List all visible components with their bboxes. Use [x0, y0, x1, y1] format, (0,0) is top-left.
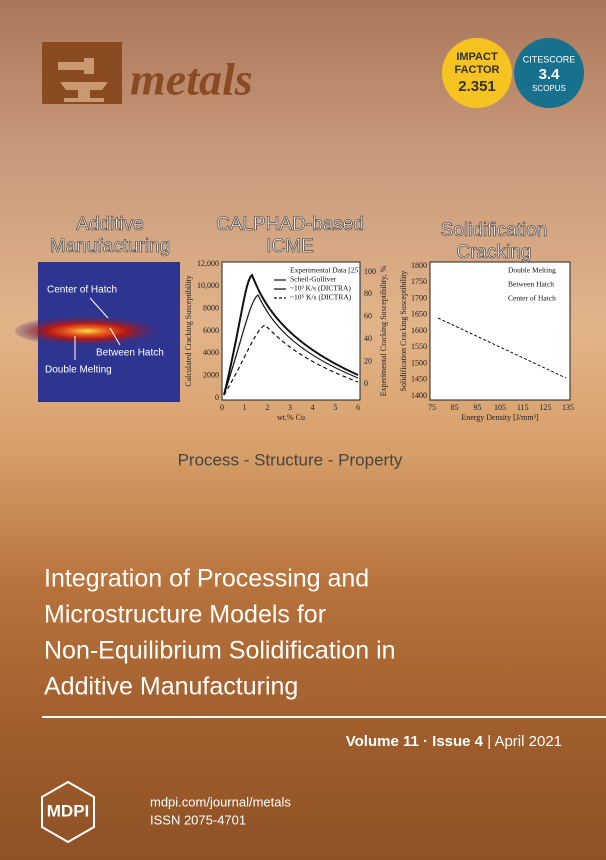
badge-label: IMPACT: [456, 51, 498, 63]
article-title: Non-Equilibrium Solidification in: [44, 637, 396, 665]
y2-tick-label: 80: [364, 289, 372, 298]
plot-frame: [221, 261, 361, 401]
journal-url: mdpi.com/journal/metals: [150, 794, 291, 809]
curve: [223, 324, 359, 396]
legend-label: Scheil-Gulliver: [290, 275, 337, 284]
y-tick-label: 6000: [203, 326, 219, 335]
article-title: Additive Manufacturing: [44, 673, 298, 701]
issn: ISSN 2075-4701: [150, 812, 246, 827]
x-tick-label: 0: [220, 403, 224, 412]
issue-info: Volume 11 · Issue 4 | April 2021: [346, 733, 562, 750]
legend-label: Between Hatch: [508, 280, 554, 289]
axis-label: wt.% Cu: [277, 413, 305, 422]
panel-title: CALPHAD-based: [216, 214, 364, 235]
x-tick-label: 3: [288, 403, 292, 412]
x-tick-label: 125: [539, 403, 551, 412]
y2-tick-label: 100: [364, 267, 376, 276]
legend-label: ~10³ K/s (DICTRA): [290, 284, 351, 293]
y-tick-label: 1600: [411, 326, 427, 335]
x-tick-label: 2: [265, 403, 269, 412]
logo-anvil: [58, 58, 108, 102]
heatmap-label: Center of Hatch: [47, 285, 117, 296]
y-tick-label: 1450: [411, 375, 427, 384]
x-tick-label: 85: [451, 403, 459, 412]
y2-tick-label: 20: [364, 356, 372, 365]
badge-label: CITESCORE: [523, 54, 576, 64]
plot-frame: [429, 261, 571, 401]
heatmap-label: Double Melting: [45, 365, 112, 376]
caption: Process - Structure - Property: [178, 450, 403, 469]
heatmap-label: Between Hatch: [96, 348, 164, 359]
curve: [223, 294, 359, 396]
arrow: [89, 297, 109, 319]
y-tick-label: 2000: [203, 370, 219, 379]
badge-source: SCOPUS: [532, 84, 566, 93]
badge-label: FACTOR: [454, 64, 499, 76]
separator: |: [487, 733, 491, 750]
y-tick-label: 10,000: [197, 281, 219, 290]
x-tick-label: 1: [243, 403, 247, 412]
y2-tick-label: 60: [364, 312, 372, 321]
y-tick-label: 4000: [203, 348, 219, 357]
axis-label: Energy Density [J/mm³]: [461, 413, 539, 422]
citescore-badge: [514, 38, 584, 108]
legend-label: Double Melting: [508, 266, 556, 275]
mdpi-hexagon: [41, 780, 95, 844]
panel-title: Additive: [76, 214, 144, 235]
x-tick-label: 75: [428, 403, 436, 412]
y-tick-label: 1750: [411, 277, 427, 286]
y-tick-label: 1700: [411, 293, 427, 302]
panel-title: ICME: [266, 236, 314, 257]
y-tick-label: 1500: [411, 358, 427, 367]
issue-date: April 2021: [494, 733, 562, 750]
panel-title: Solidification: [441, 220, 548, 241]
curve: [223, 273, 359, 396]
impact-badge: [442, 38, 512, 108]
y-tick-label: 1550: [411, 342, 427, 351]
melt-pool: [15, 315, 175, 347]
y-tick-label: 12,000: [197, 259, 219, 268]
legend-label: Center of Hatch: [508, 294, 556, 303]
axis-label: Solidification Cracking Susceptibility: [399, 271, 408, 392]
article-title: Microstructure Models for: [44, 601, 326, 629]
y-tick-label: 0: [215, 393, 219, 402]
publisher: MDPI: [47, 801, 90, 820]
legend-label: ~10⁵ K/s (DICTRA): [290, 293, 352, 302]
y2-tick-label: 0: [364, 379, 368, 388]
legend-label: Experimental Data [25]: [290, 266, 361, 275]
y2-tick-label: 40: [364, 334, 372, 343]
x-tick-label: 115: [517, 403, 529, 412]
y-tick-label: 8000: [203, 303, 219, 312]
journal-name: metals: [130, 54, 253, 105]
axis-label: Calculated Cracking Susceptibility: [184, 275, 193, 387]
x-tick-label: 95: [473, 403, 481, 412]
badge-value: 3.4: [539, 66, 561, 83]
trend-line: [437, 317, 567, 379]
panel-title: Cracking: [457, 242, 532, 263]
volume-issue: Volume 11 · Issue 4: [346, 733, 484, 750]
x-tick-label: 5: [333, 403, 337, 412]
x-tick-label: 4: [311, 403, 315, 412]
article-title: Integration of Processing and: [44, 565, 369, 593]
x-tick-label: 105: [494, 403, 506, 412]
x-tick-label: 6: [356, 403, 360, 412]
y-tick-label: 1800: [411, 261, 427, 270]
y-tick-label: 1400: [411, 391, 427, 400]
badge-value: 2.351: [458, 78, 496, 95]
panel-title: Manufacturing: [50, 236, 170, 257]
axis-label: Experimental Cracking Susceptibility, %: [379, 265, 388, 396]
y-tick-label: 1650: [411, 310, 427, 319]
x-tick-label: 135: [562, 403, 574, 412]
arrow: [109, 327, 121, 346]
